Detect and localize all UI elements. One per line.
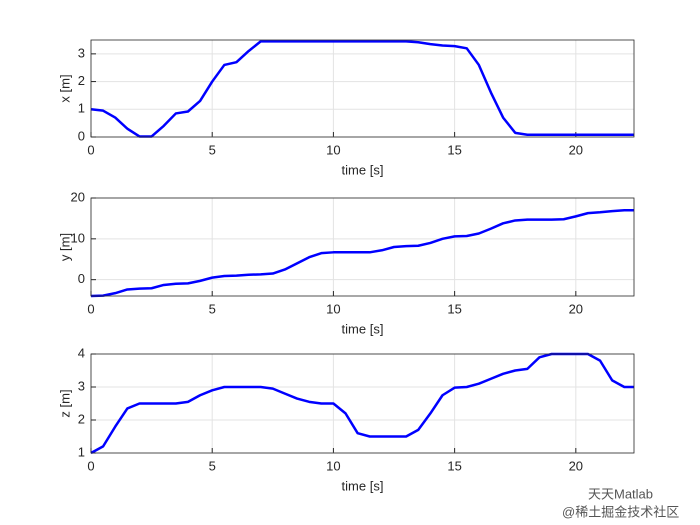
- x-axis-label: time [s]: [342, 162, 384, 177]
- watermark-title: 天天Matlab: [588, 486, 653, 501]
- x-tick-label: 5: [209, 458, 216, 473]
- y-tick-label: 4: [78, 345, 85, 360]
- axes-box: [90, 197, 635, 297]
- x-tick-label: 10: [326, 142, 340, 157]
- x-tick-label: 5: [209, 301, 216, 316]
- x-tick-label: 20: [569, 142, 583, 157]
- y-axis-label: z [m]: [57, 389, 72, 417]
- y-axis-label: y [m]: [57, 233, 72, 261]
- x-tick-label: 15: [447, 301, 461, 316]
- data-line: [90, 209, 634, 298]
- y-tick-label: 3: [78, 45, 85, 60]
- y-tick-label: 2: [78, 73, 85, 88]
- x-tick-label: 10: [326, 458, 340, 473]
- y-tick-label: 0: [78, 128, 85, 143]
- x-tick-label: 5: [209, 142, 216, 157]
- x-tick-label: 0: [87, 458, 94, 473]
- x-tick-label: 0: [87, 142, 94, 157]
- axes-box: [90, 353, 635, 454]
- data-line: [90, 40, 634, 138]
- y-tick-label: 1: [78, 444, 85, 459]
- y-axis-label: x [m]: [57, 74, 72, 102]
- x-tick-label: 0: [87, 301, 94, 316]
- y-tick-label: 20: [71, 189, 85, 204]
- watermark-subtitle: @稀土掘金技术社区: [562, 504, 679, 519]
- x-tick-label: 10: [326, 301, 340, 316]
- x-tick-label: 20: [569, 301, 583, 316]
- y-tick-label: 0: [78, 271, 85, 286]
- x-axis-label: time [s]: [342, 478, 384, 493]
- data-line: [90, 352, 634, 455]
- y-tick-label: 2: [78, 411, 85, 426]
- y-tick-label: 1: [78, 101, 85, 116]
- y-tick-label: 3: [78, 378, 85, 393]
- axes-box: [90, 39, 635, 138]
- x-axis-label: time [s]: [342, 321, 384, 336]
- x-tick-label: 15: [447, 142, 461, 157]
- y-tick-label: 10: [71, 230, 85, 245]
- x-tick-label: 20: [569, 458, 583, 473]
- x-tick-label: 15: [447, 458, 461, 473]
